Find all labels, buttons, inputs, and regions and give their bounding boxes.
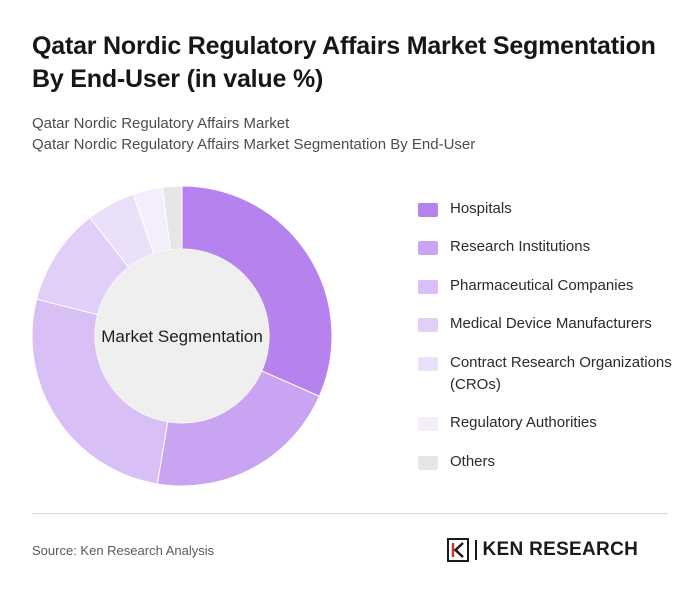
donut-center-label: Market Segmentation: [101, 327, 263, 346]
legend-label: Pharmaceutical Companies: [450, 277, 634, 294]
legend-swatch: [418, 280, 438, 294]
subtitle-line-1: Qatar Nordic Regulatory Affairs Market: [32, 115, 290, 132]
subtitle-line-2: Qatar Nordic Regulatory Affairs Market S…: [32, 136, 476, 153]
brand-logo: KEN RESEARCH: [447, 537, 638, 563]
legend-swatch: [418, 203, 438, 217]
donut-chart: Market Segmentation: [28, 182, 336, 490]
legend-swatch: [418, 417, 438, 431]
donut-center: [95, 249, 269, 423]
legend-label: Contract Research Organizations (CROs): [450, 354, 672, 393]
legend-label: Research Institutions: [450, 238, 591, 255]
chart-subtitle: Qatar Nordic Regulatory Affairs Market Q…: [32, 113, 672, 155]
legend-swatch: [418, 241, 438, 255]
legend-item: Others: [418, 451, 675, 473]
legend-label: Hospitals: [450, 200, 512, 217]
legend-item: Research Institutions: [418, 236, 675, 258]
legend-label: Regulatory Authorities: [450, 414, 597, 431]
legend-item: Pharmaceutical Companies: [418, 275, 675, 297]
legend-item: Contract Research Organizations (CROs): [418, 352, 675, 396]
source-note: Source: Ken Research Analysis: [32, 543, 215, 558]
chart-title: Qatar Nordic Regulatory Affairs Market S…: [32, 32, 656, 93]
brand-separator: [475, 540, 477, 560]
legend-swatch: [418, 456, 438, 470]
legend-item: Medical Device Manufacturers: [418, 313, 675, 335]
brand-name: KEN RESEARCH: [482, 539, 639, 560]
ken-research-logo-icon: [447, 538, 469, 562]
legend-item: Regulatory Authorities: [418, 412, 675, 434]
legend-item: Hospitals: [418, 198, 675, 220]
legend-swatch: [418, 357, 438, 371]
legend-swatch: [418, 318, 438, 332]
donut-chart-svg: Market Segmentation: [31, 185, 333, 487]
legend-label: Medical Device Manufacturers: [450, 315, 652, 332]
legend-label: Others: [450, 453, 496, 470]
footer-divider: [32, 513, 668, 514]
